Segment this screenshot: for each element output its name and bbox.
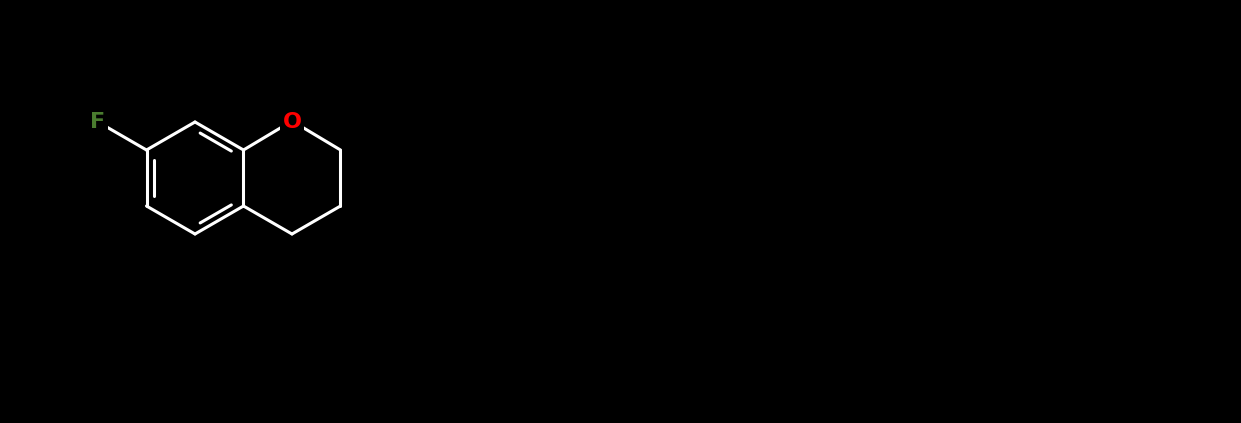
Text: O: O	[283, 112, 302, 132]
Text: F: F	[91, 112, 105, 132]
